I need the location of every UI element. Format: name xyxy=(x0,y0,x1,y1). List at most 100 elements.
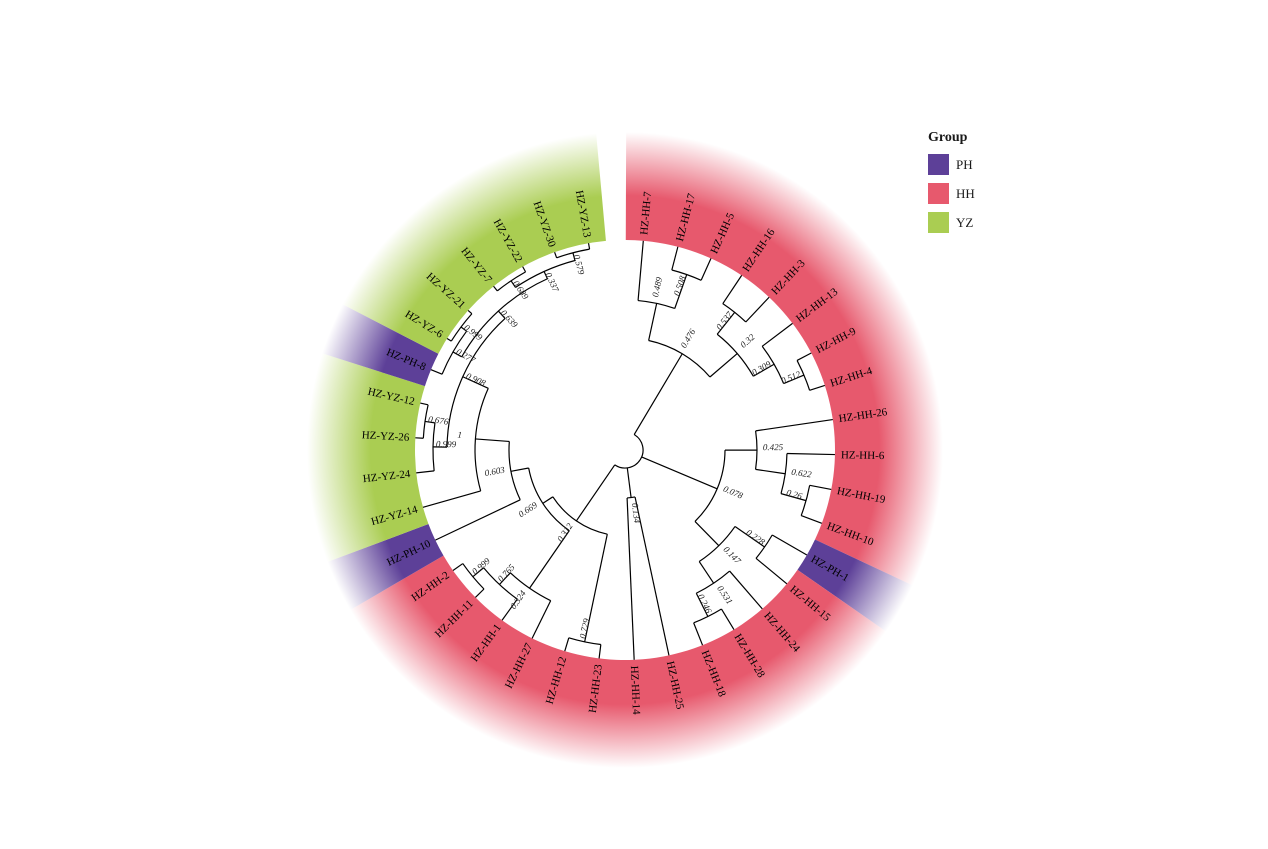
legend-swatch-yz xyxy=(928,212,949,233)
leaf-branch xyxy=(761,322,793,347)
support-label: 0.246 xyxy=(696,592,714,615)
internal-branch xyxy=(497,310,506,319)
group-sector-yz xyxy=(342,133,606,354)
node-arc xyxy=(796,360,811,391)
node-arc xyxy=(671,269,702,281)
internal-branch xyxy=(783,374,805,385)
leaf-branch xyxy=(430,369,443,375)
leaf-branch xyxy=(564,637,570,652)
support-label: 0.512 xyxy=(780,369,803,386)
leaf-branch xyxy=(786,452,835,456)
node-arc xyxy=(432,422,436,471)
leaf-branch xyxy=(796,352,812,361)
legend-label: HH xyxy=(956,185,975,201)
group-sector-hh xyxy=(625,132,944,586)
internal-branch xyxy=(698,561,715,584)
node-arc xyxy=(461,278,548,358)
internal-branch xyxy=(694,520,720,547)
leaf-label: HZ-HH-7 xyxy=(638,191,654,236)
node-arc xyxy=(696,570,731,594)
support-label: 0.676 xyxy=(428,414,450,427)
node-arc xyxy=(474,388,489,492)
support-label: 0.639 xyxy=(499,308,520,330)
leaf-branch xyxy=(467,309,473,315)
leaf-branch xyxy=(522,266,527,273)
leaf-branch xyxy=(671,246,679,271)
internal-branch xyxy=(510,280,517,288)
node-arc xyxy=(754,430,758,470)
internal-branch xyxy=(460,326,467,332)
node-arc xyxy=(694,450,726,522)
leaf-branch xyxy=(420,402,429,406)
internal-branch xyxy=(716,311,736,335)
node-arc xyxy=(450,313,473,342)
internal-branch xyxy=(753,363,775,377)
support-label: 0.622 xyxy=(791,467,813,480)
leaf-branch xyxy=(771,534,808,556)
support-label: 0.669 xyxy=(517,500,540,520)
leaf-branch xyxy=(554,251,558,259)
support-label: 0.537 xyxy=(714,309,735,331)
leaf-branch xyxy=(637,240,644,301)
support-label: 0.425 xyxy=(763,442,784,452)
leaf-branch xyxy=(452,563,464,571)
node-arc xyxy=(422,404,429,439)
legend-label: PH xyxy=(956,156,973,172)
legend-item-ph: PH xyxy=(928,154,975,175)
legend-items: PH HH YZ xyxy=(928,154,975,233)
internal-branch xyxy=(499,572,511,585)
leaf-branch xyxy=(634,496,670,656)
support-label: 0.26 xyxy=(785,487,803,501)
leaf-branch xyxy=(755,557,788,585)
support-label: 0.32 xyxy=(738,332,757,350)
leaf-branch xyxy=(501,598,518,621)
group-sector-yz xyxy=(306,353,429,563)
support-label: 0.765 xyxy=(496,562,517,584)
support-label: 0.476 xyxy=(678,327,697,350)
leaf-branch xyxy=(626,497,635,660)
leaf-branch xyxy=(422,490,481,508)
internal-branch xyxy=(674,274,688,309)
support-label: 0.312 xyxy=(555,521,575,544)
support-label: 0.147 xyxy=(721,544,743,566)
internal-branch xyxy=(633,353,683,435)
internal-branch xyxy=(648,303,658,341)
group-sector-ph xyxy=(797,539,913,632)
support-label: 0.729 xyxy=(577,617,591,639)
node-arc xyxy=(552,496,608,535)
internal-branch xyxy=(543,271,548,280)
internal-branch xyxy=(575,464,616,522)
leaf-branch xyxy=(809,384,826,391)
internal-branch xyxy=(510,467,529,472)
node-arc xyxy=(627,496,636,499)
internal-branch xyxy=(626,467,632,498)
leaf-branch xyxy=(693,622,704,646)
group-sector-ph xyxy=(322,304,439,387)
leaf-label: HZ-YZ-26 xyxy=(361,429,410,444)
internal-branch xyxy=(462,376,489,389)
support-label: 0.908 xyxy=(465,371,488,389)
legend-title: Group xyxy=(928,130,968,145)
leaf-branch xyxy=(475,588,485,598)
leaf-label: HZ-HH-6 xyxy=(841,449,885,462)
support-label: 0.134 xyxy=(630,502,643,524)
node-arc xyxy=(508,441,521,501)
internal-branch xyxy=(472,567,485,578)
support-label: 0.489 xyxy=(650,276,664,298)
node-arc xyxy=(716,333,754,377)
node-arc xyxy=(722,303,747,323)
support-label: 0.324 xyxy=(508,588,528,611)
internal-branch xyxy=(641,456,718,490)
internal-branch xyxy=(584,534,608,642)
internal-branch xyxy=(475,438,510,443)
leaf-label: HZ-YZ-24 xyxy=(362,468,411,485)
leaf-branch xyxy=(435,499,521,541)
leaf-branch xyxy=(598,644,602,659)
legend-item-hh: HH xyxy=(928,183,975,204)
leaf-branch xyxy=(493,285,498,292)
support-label: 0.309 xyxy=(750,359,773,378)
leaf-branch xyxy=(700,258,712,281)
support-label: 0.579 xyxy=(572,253,587,276)
